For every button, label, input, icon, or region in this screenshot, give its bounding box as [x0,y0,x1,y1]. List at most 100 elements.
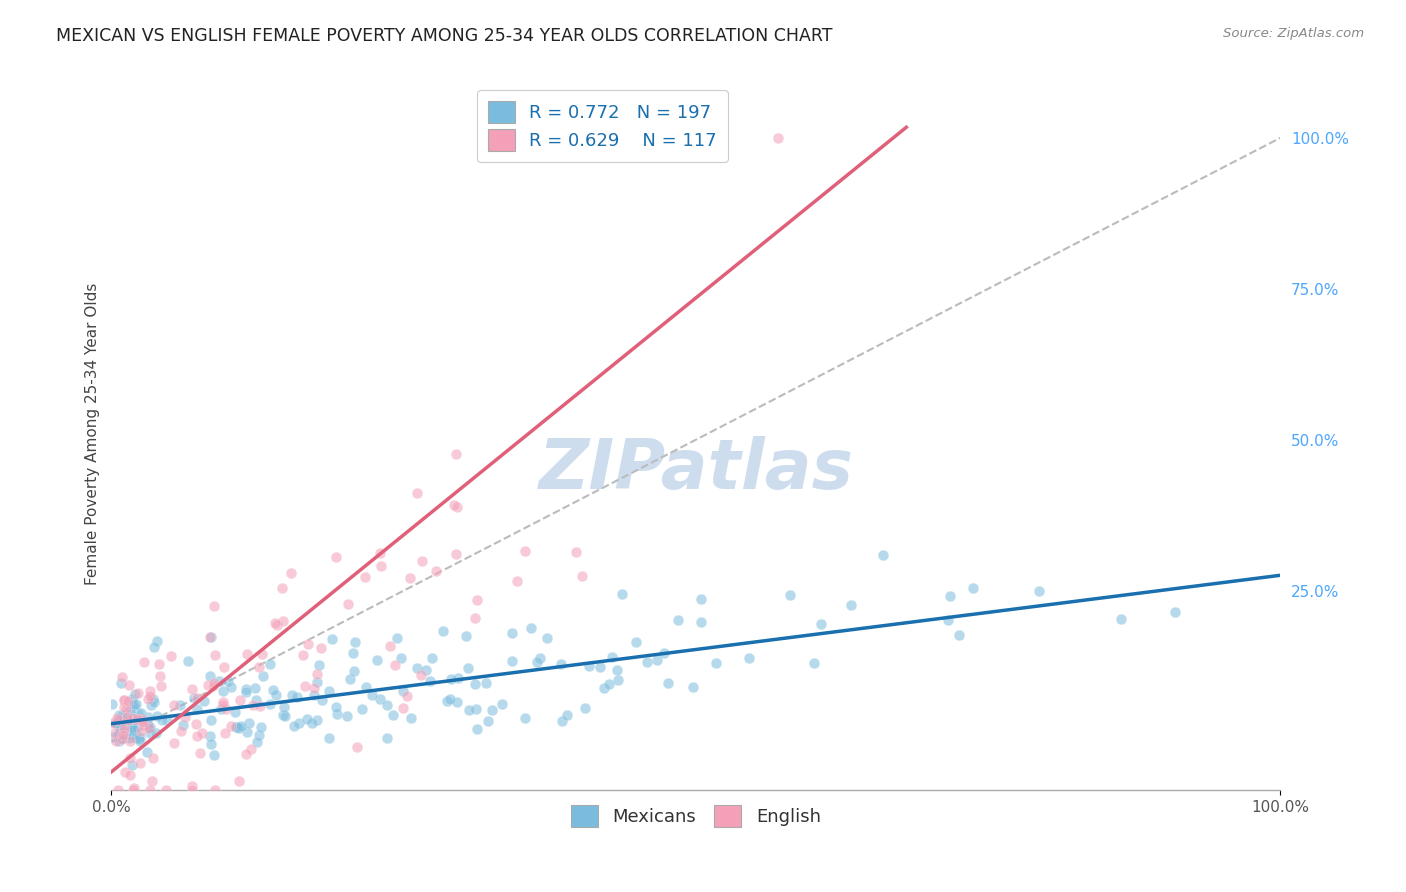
Point [128,730,150,744]
Point [200,630,222,644]
Point [228,774,250,789]
Point [370,691,392,706]
Point [117,713,139,727]
Point [121,721,143,735]
Point [138,692,160,706]
Point [111,731,134,746]
Point [111,728,134,742]
Point [108,726,131,740]
Point [405,486,427,500]
Point [245,681,267,695]
Point [186,690,208,705]
Point [108,719,131,733]
Point [186,702,208,716]
Point [948,628,970,642]
Point [325,700,347,714]
Point [444,447,467,461]
Point [114,693,136,707]
Point [443,498,465,512]
Point [366,653,388,667]
Point [301,715,323,730]
Point [354,680,377,694]
Point [129,733,152,747]
Point [384,657,406,672]
Point [336,597,359,611]
Point [350,702,373,716]
Point [509,131,531,145]
Point [603,131,626,145]
Point [501,654,523,668]
Point [519,621,541,635]
Point [160,649,183,664]
Point [112,710,135,724]
Point [107,713,129,727]
Point [105,716,128,731]
Point [101,730,124,744]
Point [125,713,148,727]
Point [121,757,143,772]
Point [127,686,149,700]
Point [219,719,242,733]
Point [200,737,222,751]
Point [657,675,679,690]
Point [810,616,832,631]
Point [124,723,146,738]
Point [112,700,135,714]
Point [117,694,139,708]
Point [250,647,273,661]
Point [436,694,458,708]
Point [209,702,232,716]
Point [551,714,574,728]
Point [132,655,155,669]
Point [202,599,225,613]
Point [204,783,226,797]
Point [114,765,136,780]
Point [120,768,142,782]
Point [215,701,238,715]
Point [266,617,288,632]
Point [112,724,135,739]
Point [600,650,623,665]
Point [281,689,304,703]
Point [235,747,257,762]
Text: Source: ZipAtlas.com: Source: ZipAtlas.com [1223,27,1364,40]
Point [399,711,422,725]
Point [1164,605,1187,619]
Point [446,695,468,709]
Point [112,721,135,735]
Point [593,681,616,696]
Point [118,703,141,717]
Point [578,659,600,673]
Point [120,706,142,721]
Point [440,672,463,686]
Point [682,680,704,694]
Point [305,675,328,690]
Point [172,718,194,732]
Point [446,500,468,514]
Point [124,780,146,795]
Point [382,707,405,722]
Point [124,687,146,701]
Y-axis label: Female Poverty Among 25-34 Year Olds: Female Poverty Among 25-34 Year Olds [86,283,100,585]
Point [353,570,375,584]
Point [636,655,658,669]
Point [142,640,165,654]
Point [104,734,127,748]
Point [571,568,593,582]
Point [307,666,329,681]
Point [766,131,789,145]
Point [110,720,132,734]
Point [211,698,233,712]
Point [262,682,284,697]
Point [444,547,467,561]
Point [125,731,148,745]
Point [122,716,145,731]
Point [242,698,264,712]
Point [136,709,159,723]
Point [129,711,152,725]
Point [224,705,246,719]
Point [181,780,204,794]
Point [392,684,415,698]
Point [170,724,193,739]
Point [132,719,155,733]
